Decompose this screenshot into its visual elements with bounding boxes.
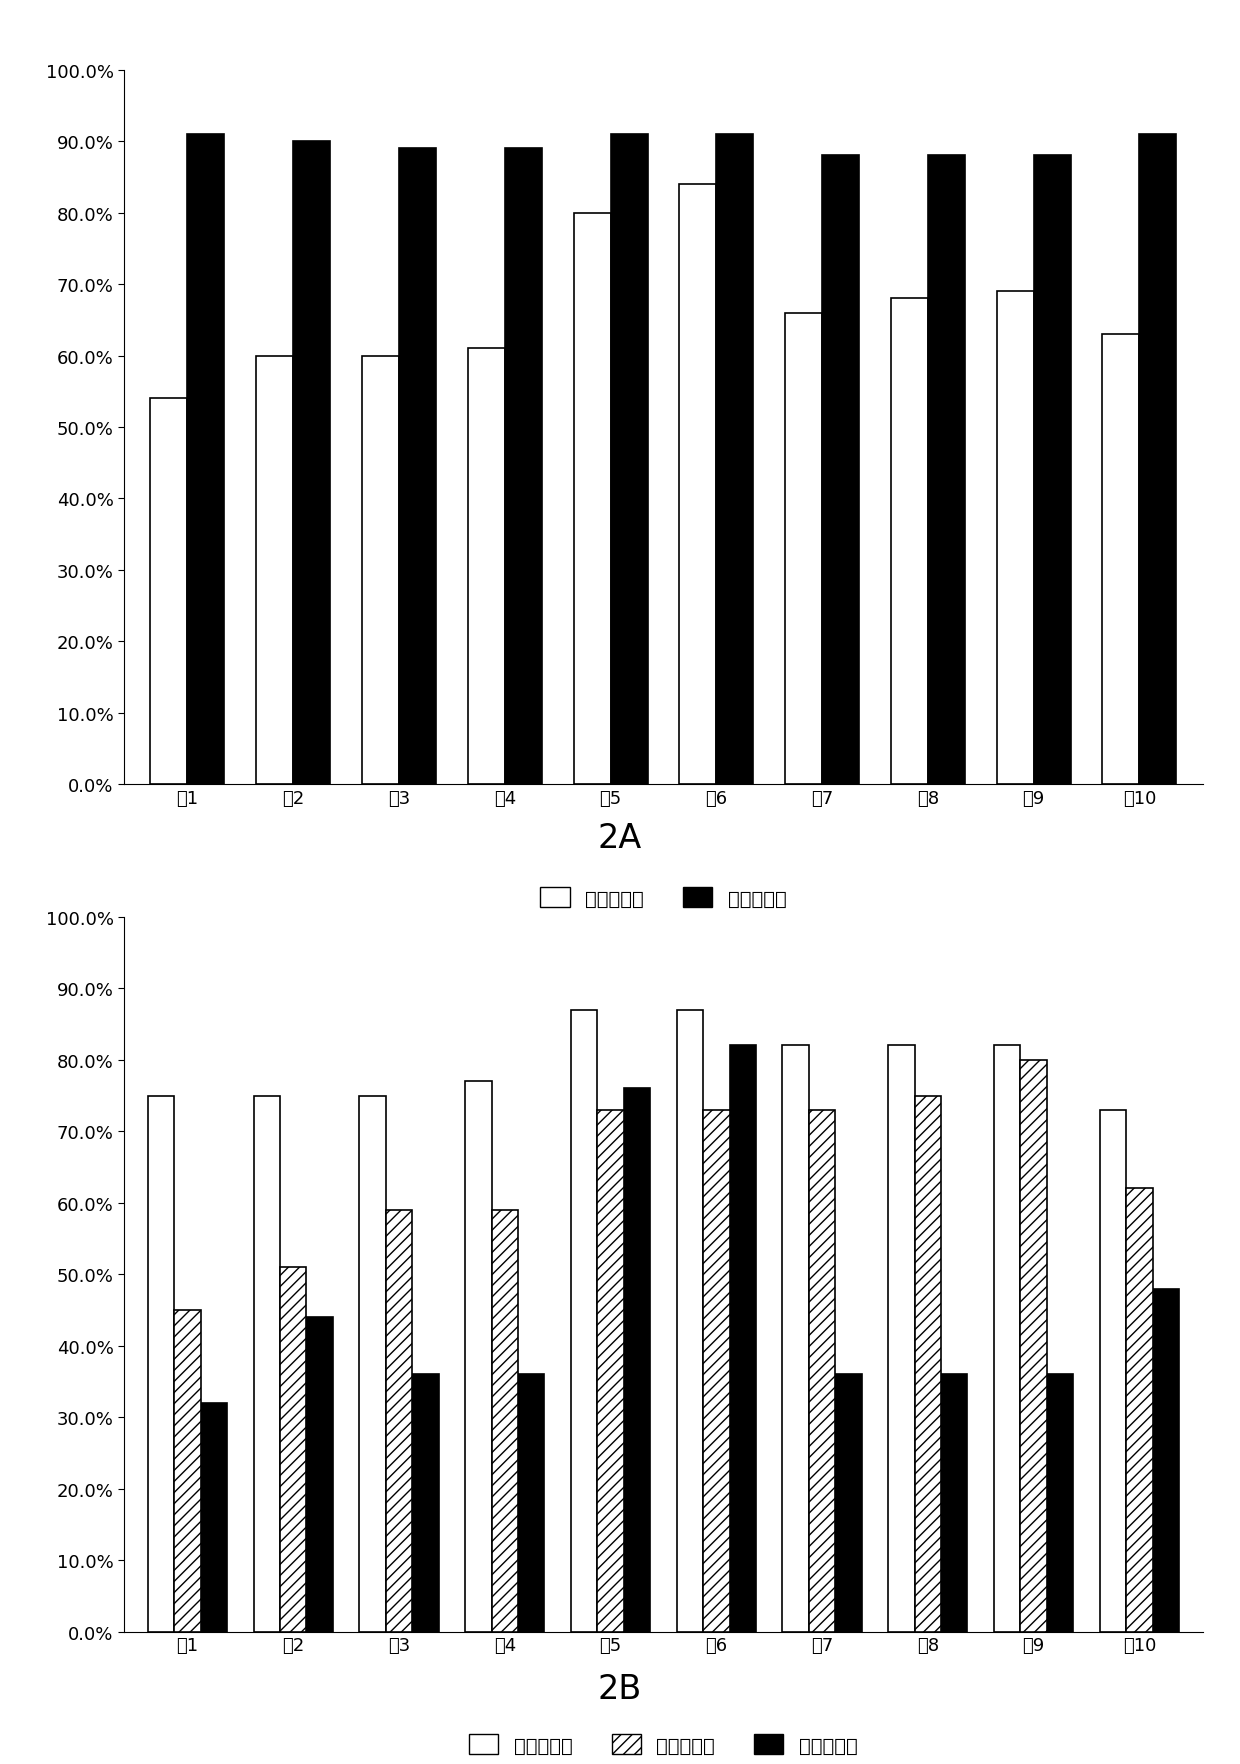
Bar	[253, 1095, 280, 1632]
Legend: 早期敏感性, 中期敏感性, 晚期敏感性: 早期敏感性, 中期敏感性, 晚期敏感性	[469, 1734, 858, 1755]
Bar	[360, 1095, 386, 1632]
Bar	[782, 1046, 808, 1632]
Bar	[467, 349, 505, 785]
Bar	[465, 1081, 491, 1632]
Bar	[888, 1046, 915, 1632]
Bar	[280, 1267, 306, 1632]
Bar	[890, 300, 928, 785]
Bar	[1047, 1374, 1074, 1632]
Bar	[1034, 157, 1070, 785]
Bar	[257, 356, 293, 785]
Bar	[1140, 134, 1177, 785]
Bar	[491, 1210, 518, 1632]
Bar	[994, 1046, 1021, 1632]
Bar	[822, 157, 859, 785]
Bar	[624, 1088, 650, 1632]
Bar	[836, 1374, 862, 1632]
Bar	[610, 134, 647, 785]
Bar	[148, 1095, 175, 1632]
Bar	[175, 1311, 201, 1632]
Bar	[941, 1374, 967, 1632]
Bar	[306, 1318, 332, 1632]
Bar	[1100, 1110, 1126, 1632]
Bar	[412, 1374, 439, 1632]
Bar	[1152, 1289, 1179, 1632]
Bar	[1126, 1189, 1152, 1632]
Bar	[574, 213, 610, 785]
Bar	[505, 150, 542, 785]
Bar	[386, 1210, 412, 1632]
Bar	[680, 185, 717, 785]
Bar	[717, 134, 754, 785]
Bar	[703, 1110, 729, 1632]
Text: 2B: 2B	[598, 1672, 642, 1704]
Bar	[598, 1110, 624, 1632]
Text: 2A: 2A	[598, 822, 642, 854]
Bar	[150, 399, 187, 785]
Bar	[570, 1011, 598, 1632]
Bar	[293, 141, 330, 785]
Bar	[808, 1110, 836, 1632]
Bar	[1102, 335, 1140, 785]
Bar	[785, 314, 822, 785]
Bar	[201, 1402, 227, 1632]
Bar	[399, 150, 436, 785]
Bar	[362, 356, 399, 785]
Bar	[915, 1095, 941, 1632]
Bar	[518, 1374, 544, 1632]
Bar	[187, 134, 224, 785]
Bar	[1021, 1060, 1047, 1632]
Bar	[729, 1046, 756, 1632]
Legend: 总体敏感性, 总体特异性: 总体敏感性, 总体特异性	[541, 887, 786, 908]
Bar	[997, 293, 1034, 785]
Bar	[928, 157, 965, 785]
Bar	[677, 1011, 703, 1632]
